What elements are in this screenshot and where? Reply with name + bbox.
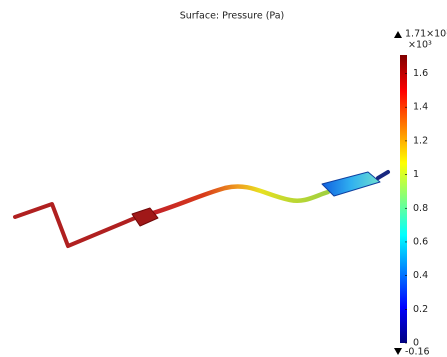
tick-label: 0.4 <box>413 270 428 281</box>
tick-label: 0.6 <box>413 236 428 247</box>
plot-title: Surface: Pressure (Pa) <box>180 11 285 22</box>
plot: Surface: Pressure (Pa) 1.71×10³ ×10³ -0.… <box>0 0 447 357</box>
tick-label: 0 <box>413 338 419 349</box>
multiplier: ×10³ <box>408 40 432 51</box>
tick-label: 0.2 <box>413 304 428 315</box>
tick-label: 1.6 <box>413 68 428 79</box>
colorbar <box>400 55 407 343</box>
tick-label: 1.2 <box>413 135 428 146</box>
max-label: 1.71×10³ <box>405 29 447 40</box>
tick-label: 0.8 <box>413 203 428 214</box>
tick-label: 1 <box>413 169 419 180</box>
tick-label: 1.4 <box>413 102 428 113</box>
